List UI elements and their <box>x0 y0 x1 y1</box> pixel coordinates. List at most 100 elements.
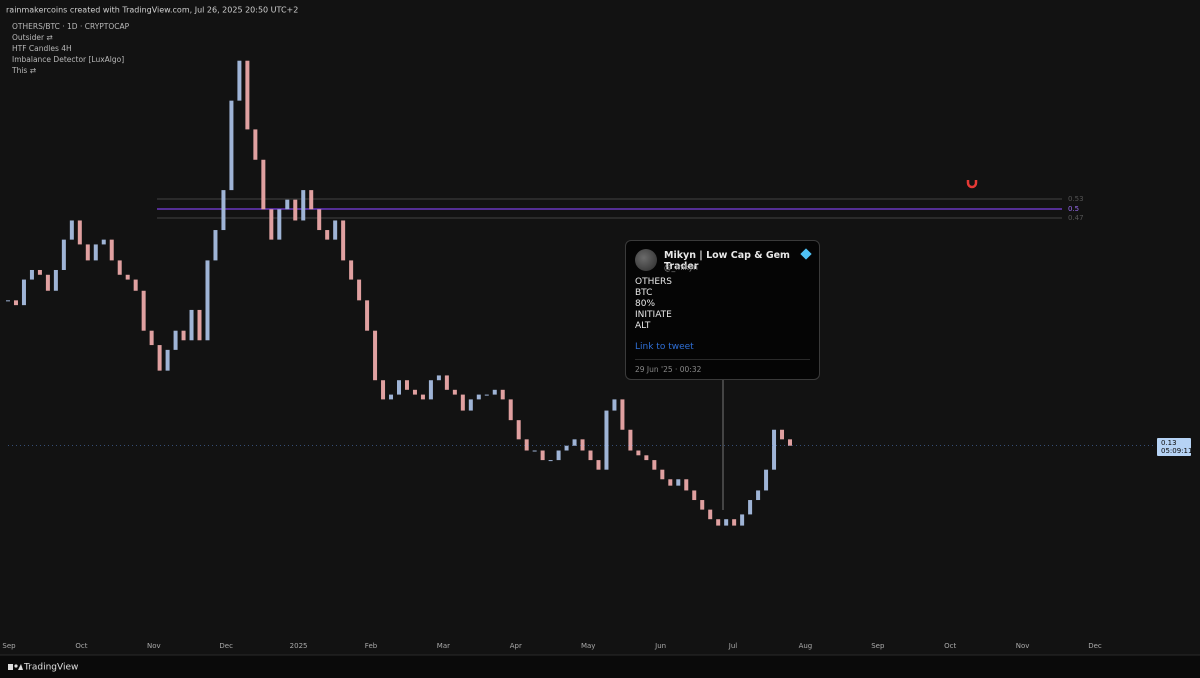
tweet-line: OTHERS <box>635 277 673 287</box>
candle <box>676 479 681 486</box>
candle <box>397 380 401 395</box>
candle <box>732 519 737 526</box>
candle <box>381 380 386 400</box>
credit: rainmakercoins created with TradingView.… <box>6 6 298 15</box>
candle <box>149 330 154 346</box>
candle <box>404 380 409 390</box>
candle <box>788 439 792 446</box>
candle <box>716 519 721 526</box>
candle <box>532 450 537 452</box>
candle <box>668 479 673 486</box>
candle <box>772 429 777 470</box>
candle <box>484 394 489 396</box>
candle <box>612 399 617 411</box>
level-label: 0.47 <box>1068 214 1084 222</box>
tweet-handle: @_mikyn <box>664 263 698 272</box>
tweet-card: Mikyn | Low Cap & Gem Trader @_mikyn OTH… <box>625 240 820 380</box>
tweet-time: 29 Jun '25 · 00:32 <box>635 365 702 374</box>
candle <box>341 220 346 261</box>
candle <box>373 330 378 381</box>
candle <box>420 394 425 400</box>
candle <box>237 60 242 101</box>
candle <box>333 220 338 240</box>
x-tick-label: Nov <box>1016 642 1030 650</box>
candle <box>492 389 497 395</box>
candle <box>253 129 258 160</box>
candle <box>229 100 234 191</box>
candle <box>700 500 705 510</box>
candle <box>317 209 322 231</box>
candle <box>93 244 98 261</box>
tweet-body: OTHERS BTC 80% INITIATE ALT <box>635 277 672 332</box>
candle <box>45 274 50 291</box>
candle <box>101 239 106 245</box>
candle <box>724 519 729 526</box>
candle <box>53 269 58 291</box>
candle <box>117 260 122 275</box>
candle <box>221 190 226 231</box>
candle <box>564 445 569 451</box>
separator <box>635 359 810 360</box>
tweet-line: BTC <box>635 288 653 298</box>
x-tick-label: May <box>581 642 595 650</box>
brand: TradingView <box>23 663 78 673</box>
candle <box>476 394 481 400</box>
candle <box>508 399 513 421</box>
magnet-icon <box>966 180 978 189</box>
candle <box>133 279 138 291</box>
price-label: 0.13 <box>1161 439 1177 447</box>
candle <box>261 159 266 210</box>
candle <box>540 450 545 461</box>
x-tick-label: 2025 <box>290 642 308 650</box>
x-tick-label: Sep <box>871 642 885 650</box>
x-tick-label: Aug <box>799 642 813 650</box>
x-tick-label: Oct <box>75 642 87 650</box>
candle <box>277 209 282 240</box>
candle <box>500 389 505 400</box>
candle <box>780 429 785 440</box>
candle <box>365 300 370 331</box>
candle <box>452 389 457 395</box>
candle <box>325 230 330 240</box>
candle <box>389 394 394 400</box>
candle <box>85 244 90 261</box>
candle <box>516 420 521 440</box>
tweet-link[interactable]: Link to tweet <box>635 342 694 352</box>
candle <box>556 450 561 461</box>
x-tick-label: Dec <box>219 642 233 650</box>
tweet-line: ALT <box>635 321 651 331</box>
candle <box>708 509 713 520</box>
candle <box>293 199 298 221</box>
candle <box>109 239 114 261</box>
tweet-author: Mikyn | Low Cap & Gem Trader <box>664 250 790 272</box>
x-tick-label: Dec <box>1088 642 1102 650</box>
x-tick-label: Sep <box>2 642 16 650</box>
indicator: Imbalance Detector [LuxAlgo] <box>12 55 124 64</box>
candle <box>181 330 186 341</box>
x-tick-label: Feb <box>365 642 378 650</box>
candle <box>660 469 665 480</box>
candle <box>524 439 529 451</box>
footer-bar <box>0 655 1200 678</box>
x-tick-label: Nov <box>147 642 161 650</box>
candle <box>189 309 194 341</box>
level-label: 0.5 <box>1068 205 1079 213</box>
candle <box>173 330 178 350</box>
tweet-line: 80% <box>635 299 656 309</box>
candle <box>468 399 473 411</box>
tweet-line: INITIATE <box>635 310 672 320</box>
candle <box>21 279 26 306</box>
candle <box>141 290 146 331</box>
candle <box>157 345 162 371</box>
x-tick-label: Oct <box>944 642 956 650</box>
candle <box>588 450 593 461</box>
candle <box>580 439 585 451</box>
candle <box>301 190 306 221</box>
candle <box>636 450 641 456</box>
tradingview-logo <box>8 664 23 670</box>
x-tick-label: Apr <box>510 642 522 650</box>
candle <box>205 260 210 341</box>
